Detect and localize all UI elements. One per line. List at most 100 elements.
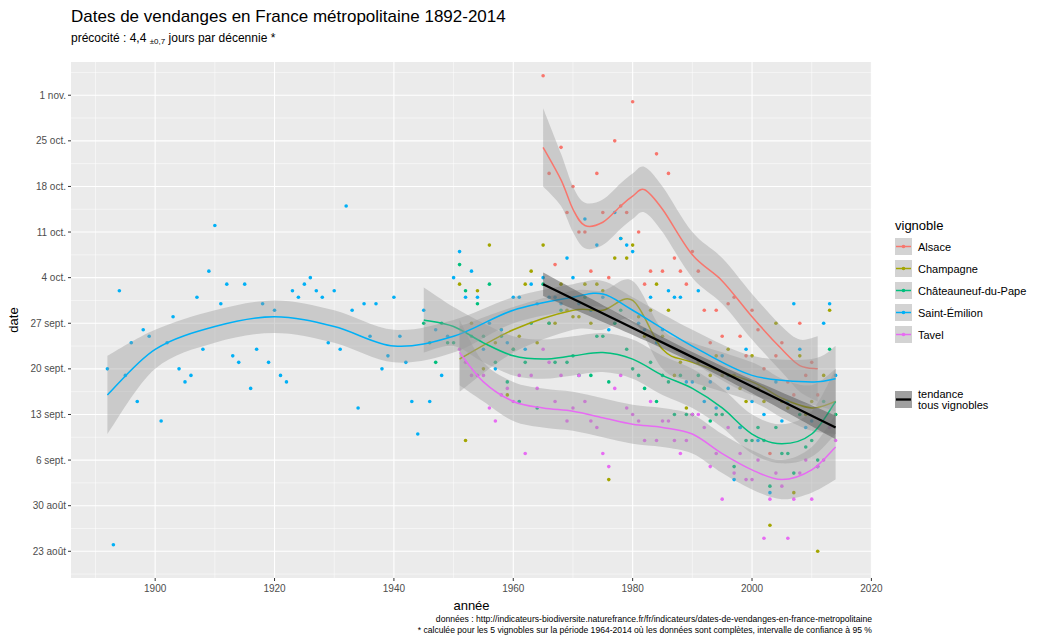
point — [613, 139, 617, 143]
point — [607, 328, 611, 332]
point — [649, 400, 653, 404]
point — [822, 321, 826, 325]
point — [141, 328, 145, 332]
point — [476, 295, 480, 299]
point — [285, 380, 289, 384]
tick-mark — [68, 232, 71, 233]
legend-point — [902, 333, 906, 337]
point — [464, 295, 468, 299]
point — [529, 269, 533, 273]
point — [697, 413, 701, 417]
point — [529, 282, 533, 286]
point — [643, 282, 647, 286]
point — [243, 282, 247, 286]
tick-mark — [68, 414, 71, 415]
point — [607, 465, 611, 469]
point — [219, 302, 223, 306]
legend-key — [895, 282, 912, 299]
legend-key — [895, 304, 912, 321]
legend-point — [902, 311, 906, 315]
point — [470, 269, 474, 273]
tick-mark — [393, 578, 394, 581]
tick-label: 20 sept. — [30, 363, 66, 374]
legend-label: tendancetous vignobles — [918, 388, 989, 411]
point — [320, 295, 324, 299]
grid-line — [871, 62, 872, 578]
point — [589, 374, 593, 378]
point — [649, 269, 653, 273]
point — [631, 243, 635, 247]
point — [309, 276, 313, 280]
point — [655, 400, 659, 404]
point — [828, 302, 832, 306]
point — [762, 413, 766, 417]
point — [213, 224, 217, 228]
point — [488, 243, 492, 247]
point — [303, 282, 307, 286]
confidence-band — [460, 320, 836, 499]
grid-line — [71, 186, 872, 187]
legend-key — [895, 260, 912, 277]
tick-label: 27 sept. — [30, 318, 66, 329]
point — [195, 295, 199, 299]
point — [655, 152, 659, 156]
point — [523, 452, 527, 456]
tick-label: 11 oct. — [37, 227, 66, 238]
legend-point — [902, 245, 906, 249]
legend-point — [902, 267, 906, 271]
point — [464, 439, 468, 443]
subtitle-text: précocité : 4,4 — [71, 31, 150, 45]
point — [112, 543, 116, 547]
tick-mark — [68, 186, 71, 187]
tick-label: 1960 — [502, 583, 525, 594]
point — [523, 282, 527, 286]
point — [679, 269, 683, 273]
legend-key — [895, 326, 912, 343]
title: Dates de vendanges en France métropolita… — [71, 7, 506, 26]
caption: données : http://indicateurs-biodiversit… — [436, 614, 872, 624]
point — [661, 269, 665, 273]
grid-line — [71, 231, 872, 232]
point — [374, 302, 378, 306]
tick-mark — [155, 578, 156, 581]
panel — [71, 62, 872, 578]
point — [768, 497, 772, 501]
point — [416, 432, 420, 436]
tick-mark — [68, 505, 71, 506]
point — [559, 146, 563, 150]
tick-label: 13 sept. — [30, 409, 66, 420]
tick-label: 4 oct. — [42, 272, 66, 283]
background — [0, 0, 1041, 644]
point — [488, 282, 492, 286]
point — [762, 536, 766, 540]
point — [177, 367, 181, 371]
point — [679, 452, 683, 456]
point — [434, 361, 438, 365]
point — [452, 276, 456, 280]
tick-label: 6 sept. — [36, 455, 66, 466]
point — [607, 276, 611, 280]
point — [685, 282, 689, 286]
point — [786, 536, 790, 540]
point — [607, 380, 611, 384]
grid-line — [393, 62, 394, 578]
grid-line — [71, 95, 872, 96]
point — [392, 295, 396, 299]
point — [237, 361, 241, 365]
point — [380, 367, 384, 371]
point — [619, 237, 623, 241]
point — [595, 172, 599, 176]
point — [297, 295, 301, 299]
point — [458, 250, 462, 254]
grid-line — [155, 62, 156, 578]
point — [625, 243, 629, 247]
point — [476, 289, 480, 293]
point — [720, 497, 724, 501]
legend-label: Alsace — [918, 241, 951, 253]
point — [613, 256, 617, 260]
legend-label-line: tous vignobles — [918, 399, 989, 411]
point — [828, 308, 832, 312]
subtitle-ci: ±0,7 — [150, 37, 166, 46]
grid-line — [71, 277, 872, 278]
point — [631, 100, 635, 104]
